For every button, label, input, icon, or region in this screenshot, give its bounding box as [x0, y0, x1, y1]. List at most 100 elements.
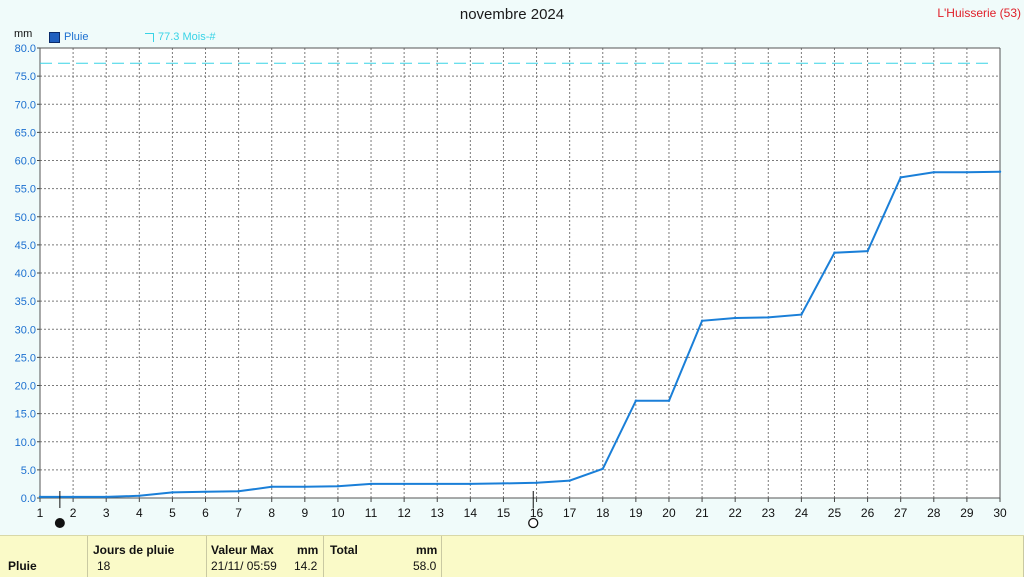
x-tick-label: 9 — [301, 506, 308, 520]
y-tick-label: 70.0 — [15, 99, 36, 111]
data-point — [700, 319, 704, 323]
x-tick-label: 16 — [530, 506, 544, 520]
station-name: L'Huisserie (53) — [937, 6, 1021, 20]
total-unit: mm — [416, 543, 438, 557]
total-value: 58.0 — [413, 559, 437, 573]
y-tick-label: 0.0 — [21, 493, 36, 505]
summary-row-label-cell: Pluie — [0, 536, 88, 577]
data-point — [800, 313, 803, 316]
data-point — [866, 249, 869, 253]
x-tick-label: 2 — [70, 506, 77, 520]
y-tick-label: 80.0 — [15, 43, 36, 55]
data-point — [204, 490, 207, 494]
y-tick-label: 65.0 — [15, 127, 36, 139]
data-point — [502, 482, 505, 485]
total-header: Total — [330, 543, 358, 557]
data-point — [965, 171, 969, 174]
data-point — [303, 485, 307, 488]
x-tick-label: 8 — [268, 506, 275, 520]
x-tick-label: 29 — [960, 506, 974, 520]
x-tick-label: 22 — [728, 506, 742, 520]
valeur-max-date: 21/11/ 05:59 — [211, 559, 277, 573]
legend-pluie-swatch — [49, 31, 60, 43]
summary-jours-cell: Jours de pluie 18 — [88, 536, 207, 577]
data-point — [270, 485, 273, 488]
x-tick-label: 19 — [629, 506, 643, 520]
y-tick-label: 5.0 — [21, 465, 36, 477]
valeur-max-header: Valeur Max — [211, 543, 274, 557]
data-point — [899, 176, 902, 179]
data-point — [469, 482, 472, 486]
data-point — [369, 482, 373, 486]
y-tick-label: 55.0 — [15, 184, 36, 196]
data-point — [71, 495, 75, 499]
data-point — [767, 316, 770, 319]
y-tick-label: 60.0 — [15, 156, 36, 168]
data-point — [601, 467, 604, 470]
y-tick-label: 40.0 — [15, 268, 36, 280]
x-tick-label: 1 — [37, 506, 44, 520]
y-tick-label: 10.0 — [15, 437, 36, 449]
data-point — [138, 494, 141, 497]
x-tick-label: 15 — [497, 506, 511, 520]
x-tick-label: 23 — [762, 506, 776, 520]
data-point — [237, 490, 240, 493]
legend-monthly-normal: 77.3 Mois-# — [145, 31, 215, 43]
x-tick-label: 20 — [662, 506, 676, 520]
y-tick-label: 20.0 — [15, 381, 36, 393]
x-tick-label: 21 — [695, 506, 709, 520]
x-tick-label: 13 — [431, 506, 445, 520]
new-moon-icon — [54, 518, 65, 528]
legend-monthly-normal-label: 77.3 Mois-# — [158, 31, 216, 43]
y-tick-label: 25.0 — [15, 352, 36, 364]
x-tick-label: 7 — [235, 506, 242, 520]
x-tick-label: 28 — [927, 506, 941, 520]
x-tick-label: 5 — [169, 506, 176, 520]
x-tick-label: 30 — [993, 506, 1007, 520]
data-point — [105, 495, 108, 499]
x-tick-label: 3 — [103, 506, 110, 520]
x-tick-label: 4 — [136, 506, 143, 520]
summary-max-cell: Valeur Max mm 21/11/ 05:59 14.2 — [207, 536, 324, 577]
x-tick-label: 25 — [828, 506, 842, 520]
y-axis-label: mm — [14, 28, 32, 40]
legend-pluie-label: Pluie — [64, 31, 89, 43]
data-point — [171, 491, 174, 494]
x-tick-label: 24 — [795, 506, 809, 520]
data-point — [998, 170, 1002, 173]
y-tick-label: 50.0 — [15, 212, 36, 224]
x-tick-label: 12 — [397, 506, 411, 520]
x-tick-label: 18 — [596, 506, 610, 520]
y-tick-label: 45.0 — [15, 240, 36, 252]
data-point — [634, 399, 638, 402]
summary-row-label: Pluie — [8, 559, 37, 573]
jours-header: Jours de pluie — [93, 543, 175, 557]
chart-title: novembre 2024 — [459, 6, 565, 23]
data-point — [402, 482, 406, 486]
x-tick-label: 26 — [861, 506, 875, 520]
data-point — [733, 316, 737, 320]
data-point — [38, 495, 42, 499]
x-tick-label: 11 — [365, 506, 378, 520]
data-point — [833, 251, 836, 254]
y-tick-label: 30.0 — [15, 324, 36, 336]
full-moon-icon — [528, 517, 539, 529]
summary-total-cell: Total mm 58.0 — [324, 536, 442, 577]
data-point — [336, 484, 340, 488]
legend-pluie: Pluie — [49, 31, 88, 43]
y-tick-label: 15.0 — [15, 409, 36, 421]
summary-table: Pluie Jours de pluie 18 Valeur Max mm 21… — [0, 535, 1024, 577]
y-tick-label: 75.0 — [15, 71, 36, 83]
valeur-max-value: 14.2 — [294, 559, 318, 573]
rain-chart: 0.0 5.0 10.0 15.0 20.0 25.0 30.0 35.0 40.0 45.0 50… — [14, 28, 1007, 529]
jours-value: 18 — [97, 559, 111, 573]
x-tick-label: 10 — [331, 506, 345, 520]
data-point — [932, 171, 935, 174]
data-point — [667, 399, 671, 402]
legend-monthly-normal-swatch — [145, 32, 154, 42]
data-point — [436, 482, 439, 486]
data-point — [535, 481, 538, 485]
series-line-pluie — [40, 170, 1001, 498]
x-tick-label: 6 — [202, 506, 209, 520]
data-point — [568, 479, 571, 482]
